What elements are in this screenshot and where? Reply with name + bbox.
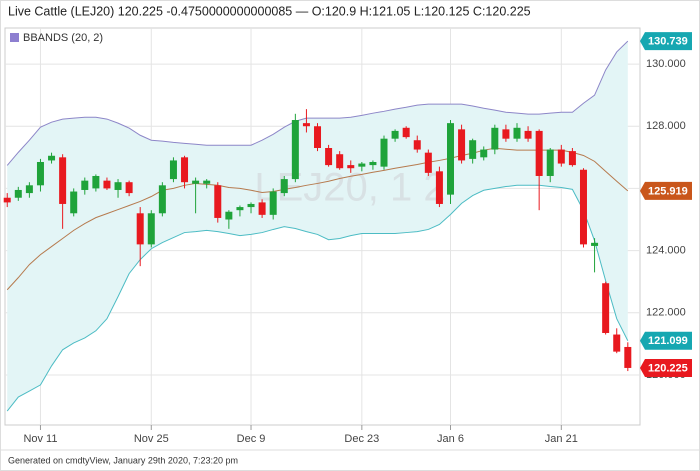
chart-title: Live Cattle (LEJ20) 120.225 -0.475000000… <box>8 4 531 18</box>
candle-body <box>502 129 510 139</box>
candle-body <box>269 191 277 215</box>
legend-label: BBANDS (20, 2) <box>23 32 103 44</box>
candle-body <box>469 140 477 159</box>
candle-body <box>546 149 554 176</box>
candle-body <box>36 161 44 186</box>
candle-body <box>81 180 89 190</box>
candle-body <box>114 182 122 190</box>
candle-body <box>325 148 333 166</box>
candle-body <box>579 169 587 245</box>
candle-body <box>280 179 288 194</box>
candle-body <box>25 185 33 194</box>
candle-body <box>491 127 499 150</box>
candle-body <box>247 203 255 208</box>
value-badge <box>640 32 692 51</box>
value-badge <box>640 358 692 377</box>
candle-body <box>358 163 366 167</box>
candle-body <box>169 160 177 180</box>
x-tick-label: Nov 25 <box>134 433 169 445</box>
candle-body <box>158 185 166 214</box>
candle-body <box>314 126 322 149</box>
candle-body <box>402 127 410 138</box>
candle-body <box>291 120 299 180</box>
band-line <box>6 184 629 412</box>
x-tick-label: Nov 11 <box>23 433 57 445</box>
candle-body <box>147 213 155 245</box>
candle-body <box>513 127 521 139</box>
candle-body <box>535 130 543 176</box>
candle-body <box>458 129 466 161</box>
value-badge-label: 120.225 <box>648 362 688 374</box>
candle-body <box>591 242 599 246</box>
candle-body <box>225 211 233 220</box>
candle-body <box>480 149 488 158</box>
candle-body <box>14 189 22 198</box>
candle-body <box>557 149 565 164</box>
candle-body <box>236 207 244 211</box>
candle-body <box>59 157 67 204</box>
candle-body <box>203 180 211 184</box>
candle-body <box>424 152 432 173</box>
y-tick-label: 124.000 <box>646 244 686 256</box>
candle-body <box>602 283 610 333</box>
legend-swatch <box>10 33 19 42</box>
y-tick-label: 130.000 <box>646 58 686 70</box>
candle-body <box>369 161 377 166</box>
candle-body <box>214 185 222 218</box>
candle-body <box>624 346 632 368</box>
band-fill <box>7 41 628 412</box>
candle-body <box>70 191 78 214</box>
y-tick-label: 128.000 <box>646 120 686 132</box>
value-badge <box>640 181 692 200</box>
x-tick-label: Dec 9 <box>237 433 266 445</box>
y-tick-label: 122.000 <box>646 307 686 319</box>
value-badge-label: 125.919 <box>648 185 688 197</box>
candle-body <box>302 123 310 127</box>
candle-body <box>524 130 532 139</box>
candle-body <box>48 155 56 161</box>
candle-body <box>181 157 189 183</box>
x-tick-label: Jan 21 <box>545 433 578 445</box>
candle-body <box>347 165 355 169</box>
value-badge-label: 130.739 <box>648 35 688 47</box>
footer: Generated on cmdtyView, January 29th 202… <box>8 455 238 465</box>
candle-body <box>258 202 266 215</box>
candle-body <box>92 175 100 189</box>
candle-body <box>336 154 344 169</box>
candle-body <box>435 171 443 204</box>
candle-body <box>125 182 133 194</box>
candle-body <box>413 140 421 150</box>
candle-body <box>136 213 144 245</box>
band-line <box>6 40 629 166</box>
band-line <box>6 147 629 291</box>
value-badge-label: 121.099 <box>648 335 688 347</box>
candle-body <box>568 151 576 166</box>
candle-body <box>192 180 200 184</box>
value-badge <box>640 331 692 350</box>
candle-body <box>103 180 111 189</box>
candle-body <box>613 334 621 352</box>
candle-body <box>446 123 454 195</box>
x-tick-label: Jan 6 <box>437 433 464 445</box>
candle-body <box>3 197 11 203</box>
candle-body <box>380 138 388 167</box>
candle-body <box>391 130 399 139</box>
x-tick-label: Dec 23 <box>344 433 379 445</box>
